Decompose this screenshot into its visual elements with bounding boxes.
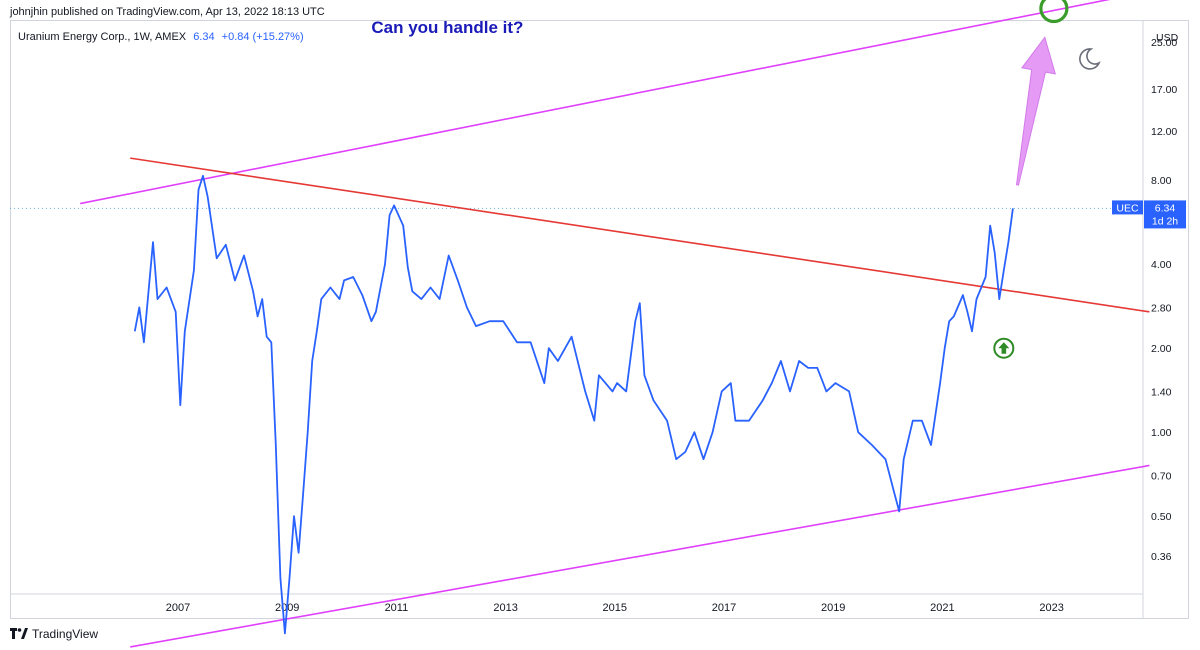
- chart-annotation[interactable]: Can you handle it?: [371, 18, 523, 37]
- tradingview-logo-icon: [10, 628, 28, 639]
- y-unit-label: USD: [1156, 32, 1179, 44]
- price-series-line: [133, 174, 1014, 635]
- upper-channel-line[interactable]: [80, 0, 1149, 205]
- target-arrow[interactable]: [1015, 36, 1057, 186]
- symbol-legend: Uranium Energy Corp., 1W, AMEX 6.34 +0.8…: [18, 31, 304, 43]
- price-tag-value: 6.34: [1155, 202, 1176, 214]
- lower-channel-line[interactable]: [130, 464, 1150, 648]
- y-tick-label: 0.36: [1151, 551, 1172, 563]
- y-tick-label: 1.00: [1151, 427, 1172, 439]
- y-tick-label: 2.80: [1151, 302, 1172, 314]
- target-circle[interactable]: [1039, 0, 1069, 24]
- y-tick-label: 0.70: [1151, 470, 1172, 482]
- price-tag-box: [1144, 200, 1186, 229]
- up-badge-ring: [993, 337, 1015, 359]
- price-tag-countdown: 1d 2h: [1152, 215, 1178, 227]
- x-tick-label: 2019: [821, 602, 845, 614]
- y-tick-label: 8.00: [1151, 175, 1172, 187]
- x-tick-label: 2007: [166, 602, 190, 614]
- y-tick-label: 4.00: [1151, 259, 1172, 271]
- y-tick-label: 2.00: [1151, 343, 1172, 355]
- x-tick-label: 2023: [1039, 602, 1063, 614]
- y-tick-label: 17.00: [1151, 84, 1177, 96]
- resistance-line[interactable]: [130, 157, 1150, 313]
- x-tick-label: 2017: [712, 602, 736, 614]
- footer-brand: TradingView: [10, 627, 98, 641]
- x-tick-label: 2013: [493, 602, 517, 614]
- symbol-price: 6.34: [193, 31, 215, 43]
- footer-brand-text: TradingView: [32, 627, 99, 641]
- y-tick-label: 0.50: [1151, 511, 1172, 523]
- y-tick-label: 25.00: [1151, 37, 1177, 49]
- up-arrow-badge-icon: [998, 342, 1010, 354]
- y-tick-label: 12.00: [1151, 126, 1177, 138]
- x-tick-label: 2011: [385, 602, 409, 614]
- moon-icon[interactable]: [1075, 45, 1103, 73]
- publisher-line: johnjhin published on TradingView.com, A…: [10, 6, 325, 18]
- symbol-name: Uranium Energy Corp., 1W, AMEX: [18, 31, 187, 43]
- x-tick-label: 2015: [603, 602, 627, 614]
- price-tag-ticker: UEC: [1116, 202, 1139, 214]
- symbol-change: +0.84 (+15.27%): [221, 31, 304, 43]
- chart-frame: [10, 20, 1189, 619]
- price-tag-ticker-box: [1112, 200, 1143, 215]
- y-tick-label: 1.40: [1151, 386, 1172, 398]
- x-tick-label: 2021: [930, 602, 954, 614]
